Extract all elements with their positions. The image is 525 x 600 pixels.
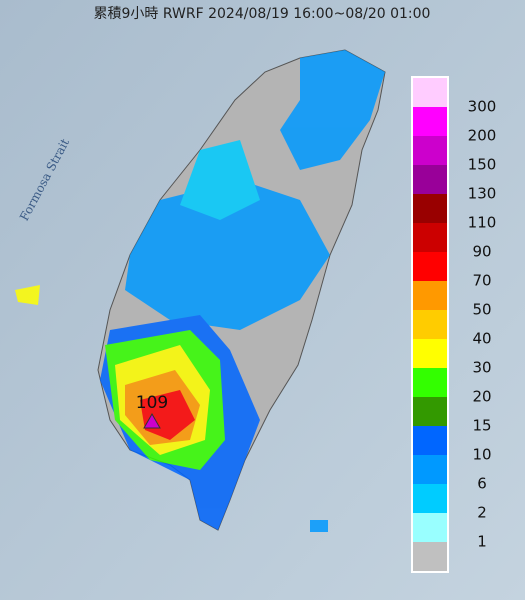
legend-label: 30 [472, 359, 491, 377]
legend-label: 40 [472, 330, 491, 348]
max-marker [143, 412, 161, 429]
legend-swatch [413, 368, 447, 397]
legend-swatch [413, 136, 447, 165]
legend-label: 6 [477, 475, 487, 493]
rain-overlay [15, 50, 385, 532]
legend-swatch [413, 107, 447, 136]
legend-swatch [413, 542, 447, 571]
legend-swatch [413, 397, 447, 426]
legend-swatch [413, 310, 447, 339]
legend-swatch [413, 194, 447, 223]
legend-label: 110 [468, 214, 497, 232]
legend-label: 15 [472, 417, 491, 435]
legend-swatch [413, 78, 447, 107]
legend-label: 10 [472, 446, 491, 464]
legend-label: 200 [468, 127, 497, 145]
legend-swatch [413, 426, 447, 455]
legend-swatch [413, 339, 447, 368]
legend-label: 70 [472, 272, 491, 290]
legend-label: 2 [477, 504, 487, 522]
legend-swatch [413, 455, 447, 484]
legend-label: 90 [472, 243, 491, 261]
legend-label: 20 [472, 388, 491, 406]
legend: 300 200 150 130 110 90 70 50 40 30 20 15 10 6 2 1 [411, 76, 496, 573]
legend-label: 300 [468, 98, 497, 116]
legend-label: 1 [477, 533, 487, 551]
legend-swatch [413, 165, 447, 194]
legend-swatch [413, 513, 447, 542]
legend-label: 50 [472, 301, 491, 319]
title: 累積9小時 RWRF 2024/08/19 16:00~08/20 01:00 [94, 6, 431, 22]
legend-label: 150 [468, 156, 497, 174]
legend-label: 130 [468, 185, 497, 203]
legend-swatch [413, 223, 447, 252]
legend-swatch [413, 281, 447, 310]
max-label: 109 [136, 393, 168, 413]
legend-swatch [413, 484, 447, 513]
legend-swatch [413, 252, 447, 281]
